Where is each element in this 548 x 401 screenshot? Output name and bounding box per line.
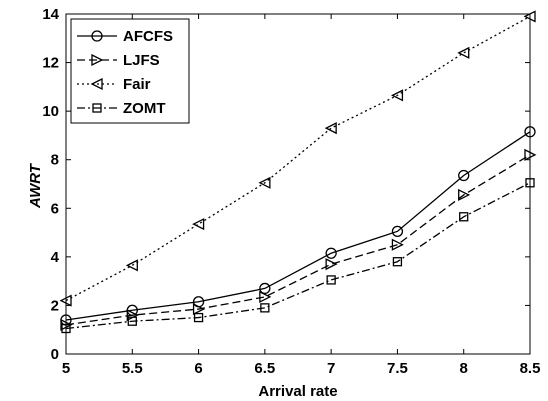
series-line-afcfs (65, 131, 531, 321)
data-point-fair (390, 89, 404, 102)
y-tick-label: 14 (42, 6, 59, 23)
data-point-afcfs (391, 225, 404, 238)
x-tick-label: 7.5 (387, 360, 408, 377)
data-point-zomt (127, 316, 137, 326)
series-line-fair (65, 15, 531, 302)
x-tick-label: 5.5 (122, 360, 143, 377)
y-tick-label: 4 (51, 249, 60, 266)
data-point-fair (192, 218, 205, 231)
series-line-zomt (65, 182, 531, 330)
x-tick-label: 6 (194, 360, 202, 377)
y-tick-label: 6 (51, 200, 59, 217)
data-point-fair (125, 259, 138, 272)
data-point-zomt (326, 275, 336, 285)
x-axis-title: Arrival rate (258, 383, 337, 400)
y-tick-label: 0 (51, 346, 59, 363)
y-tick-label: 8 (51, 152, 59, 169)
data-point-afcfs (259, 282, 271, 295)
y-axis-title: AWRT (27, 162, 44, 209)
data-point-zomt (392, 257, 403, 267)
x-tick-label: 6.5 (254, 360, 275, 377)
data-point-ljfs (458, 188, 471, 201)
x-tick-label: 7 (327, 360, 335, 377)
x-tick-label: 8 (460, 360, 468, 377)
data-point-ljfs (259, 290, 272, 303)
y-tick-label: 10 (42, 103, 59, 120)
plot-area: 5 5.5 6 6.5 7 7.5 8 8.5 0 2 4 6 8 10 12 14 AFCFS LJFS Fair… (42, 6, 540, 377)
y-tick-label: 12 (42, 55, 59, 72)
legend-label-zomt: ZOMT (123, 100, 166, 117)
data-point-afcfs (325, 247, 337, 259)
series-line-ljfs (65, 154, 531, 326)
legend-marker-fair (90, 77, 103, 91)
data-point-zomt (459, 212, 469, 222)
data-point-ljfs (325, 258, 338, 271)
legend-marker-afcfs (91, 30, 103, 42)
data-point-ljfs (192, 303, 206, 316)
legend-marker-ljfs (91, 53, 104, 67)
data-point-fair (457, 46, 470, 59)
legend-label-fair: Fair (123, 76, 151, 93)
data-point-fair (258, 176, 271, 189)
data-point-fair (324, 122, 337, 135)
x-tick-label: 5 (62, 360, 70, 377)
legend-label-ljfs: LJFS (123, 52, 160, 69)
legend-label-afcfs: AFCFS (123, 28, 173, 45)
plot-frame (65, 13, 531, 355)
data-point-ljfs (391, 238, 404, 251)
legend-marker-zomt (92, 103, 102, 113)
data-point-afcfs (458, 169, 470, 182)
data-point-zomt (260, 303, 270, 313)
x-tick-label: 8.5 (520, 360, 541, 377)
y-tick-label: 2 (51, 297, 59, 314)
data-point-zomt (193, 312, 204, 323)
